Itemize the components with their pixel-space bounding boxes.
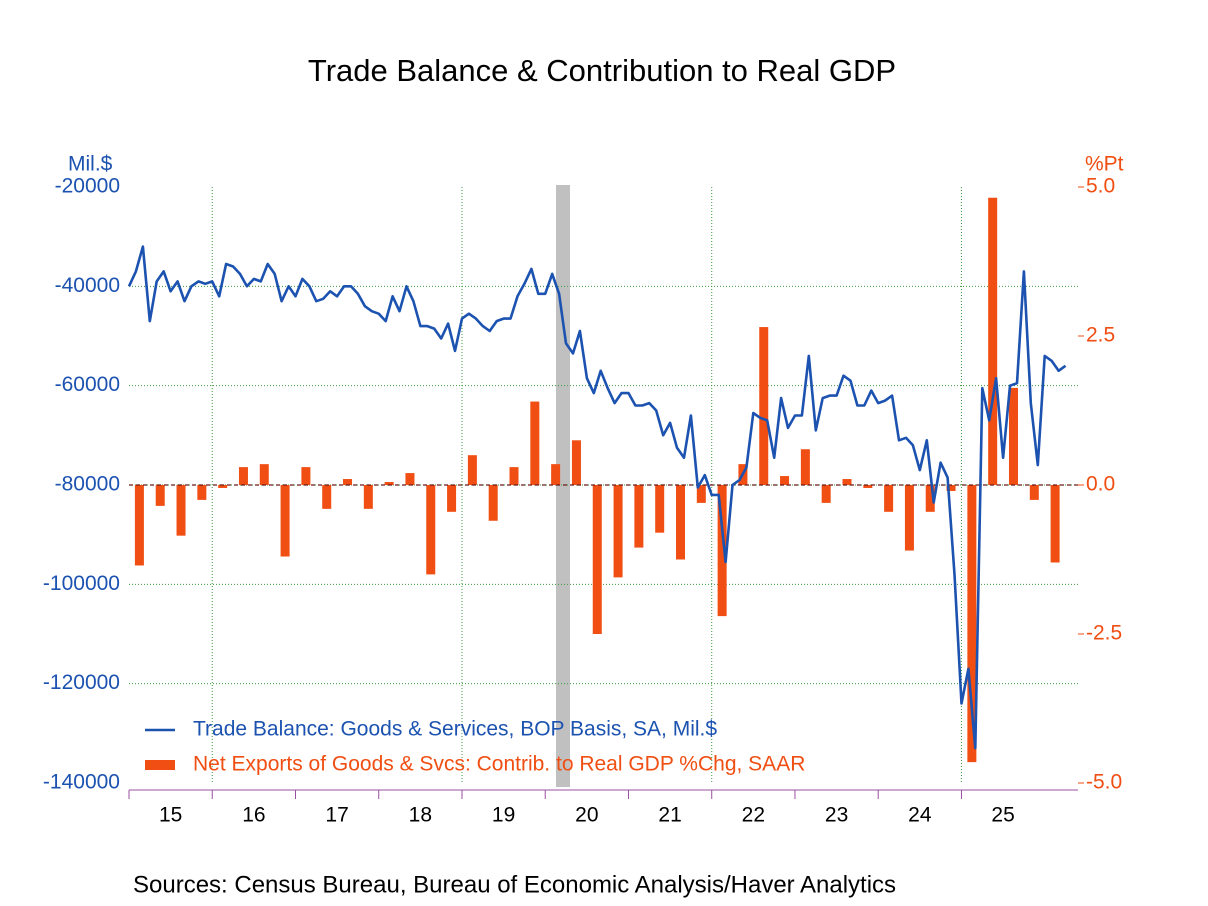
y-tick-label: -100000: [43, 572, 120, 595]
bar: [259, 464, 269, 485]
bar: [1050, 485, 1060, 563]
x-tick-label: 19: [492, 804, 515, 827]
bar: [925, 485, 935, 512]
y2-tick-label: -5.0: [1086, 771, 1122, 794]
x-tick-label: 24: [908, 804, 932, 827]
bar: [655, 485, 665, 533]
bar: [530, 401, 540, 485]
bar: [592, 485, 602, 634]
bar: [863, 485, 873, 488]
recession-band: [556, 185, 570, 787]
bar: [384, 482, 394, 485]
y-tick-label: -80000: [55, 473, 120, 496]
y2-tick-label: 0.0: [1086, 473, 1115, 496]
legend-label: Trade Balance: Goods & Services, BOP Bas…: [193, 718, 717, 741]
y2-tick-label: 5.0: [1086, 175, 1115, 198]
bar: [571, 440, 581, 485]
bar: [134, 485, 144, 566]
bar: [1008, 387, 1018, 485]
bar: [946, 485, 956, 491]
bar: [717, 485, 727, 617]
bar: [800, 449, 810, 485]
plot: -20000 -40000 -60000 -80000 -100000 -120000 -1…: [43, 175, 1122, 827]
bar: [218, 485, 228, 488]
y-tick-label: -40000: [55, 274, 120, 297]
bar: [467, 455, 477, 485]
bar: [301, 467, 311, 485]
bar: [155, 485, 165, 506]
bar: [176, 485, 186, 536]
bar: [197, 485, 207, 500]
chart-title: Trade Balance & Contribution to Real GDP: [308, 53, 896, 88]
bar: [759, 327, 769, 485]
y-tick-label: -20000: [55, 175, 120, 198]
y-axis-label: Mil.$: [68, 153, 113, 176]
x-tick-label: 17: [325, 804, 348, 827]
bar: [551, 464, 561, 485]
bar: [509, 467, 519, 485]
x-tick-label: 20: [575, 804, 598, 827]
x-tick-label: 15: [159, 804, 182, 827]
bar: [447, 485, 457, 512]
bar: [1029, 485, 1039, 500]
legend-swatch: [145, 760, 175, 770]
x-tick-label: 18: [409, 804, 432, 827]
y-tick-label: -60000: [55, 373, 120, 396]
bar: [967, 485, 977, 763]
line-series: [127, 245, 1067, 750]
bar: [280, 485, 290, 557]
y2-axis-label: %Pt: [1085, 153, 1124, 176]
y-tick-label: -120000: [43, 671, 120, 694]
bar: [613, 485, 623, 578]
x-tick-label: 23: [825, 804, 848, 827]
bar: [363, 485, 373, 509]
source-note: Sources: Census Bureau, Bureau of Econom…: [133, 871, 896, 898]
bar: [696, 485, 706, 503]
x-tick-label: 16: [242, 804, 265, 827]
bar: [405, 473, 415, 485]
bar: [988, 197, 998, 485]
x-tick-label: 25: [991, 804, 1014, 827]
bar: [322, 485, 332, 509]
bar: [821, 485, 831, 503]
x-tick-label: 22: [742, 804, 765, 827]
bar: [842, 479, 852, 485]
bar: [904, 485, 914, 551]
bar: [634, 485, 644, 548]
bar: [426, 485, 436, 575]
bar: [238, 467, 248, 485]
bar: [676, 485, 686, 560]
y2-tick-label: 2.5: [1086, 324, 1115, 347]
bar: [488, 485, 498, 521]
bar: [343, 479, 353, 485]
x-tick-label: 21: [658, 804, 681, 827]
legend-label: Net Exports of Goods & Svcs: Contrib. to…: [193, 753, 805, 776]
y2-tick-label: -2.5: [1086, 622, 1122, 645]
y-tick-label: -140000: [43, 771, 120, 794]
bar: [780, 476, 790, 485]
bar: [884, 485, 894, 512]
